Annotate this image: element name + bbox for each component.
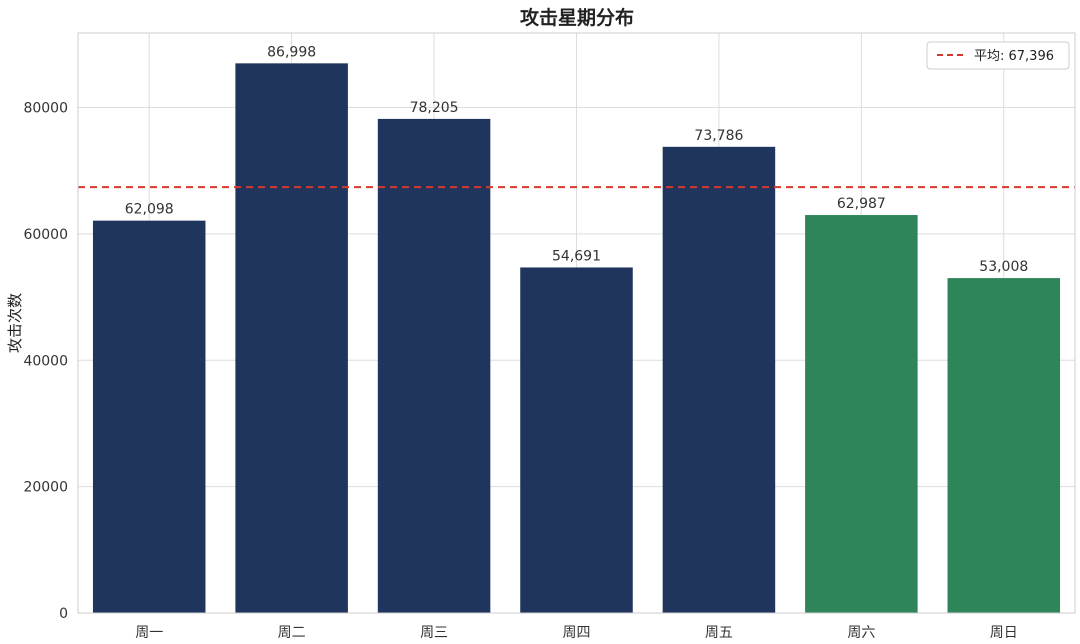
bar-value-label: 62,987 [837,196,886,212]
bar [520,267,633,613]
legend-mean-label: 平均: 67,396 [974,49,1054,64]
bar [947,278,1061,613]
y-axis-ticks: 0 20000 40000 60000 80000 [23,101,68,622]
bar [377,118,491,613]
bar [662,146,776,613]
bar-value-label: 78,205 [410,100,459,116]
x-tick-label: 周日 [990,625,1018,641]
x-axis-ticks: 周一 周二 周三 周四 周五 周六 周日 [135,625,1018,641]
x-tick-label: 周四 [563,625,591,641]
y-tick-label: 80000 [23,101,68,117]
chart-title: 攻击星期分布 [520,6,634,29]
bar-value-label: 62,098 [125,202,174,218]
bar [92,220,206,613]
x-tick-label: 周一 [135,625,163,641]
legend: 平均: 67,396 [926,41,1070,70]
bar [235,63,348,614]
y-tick-label: 60000 [23,227,68,243]
plot-frame [77,32,1076,614]
y-tick-label: 40000 [23,353,68,369]
y-tick-label: 20000 [23,480,68,496]
bar-series [92,63,1061,614]
bar-value-label: 73,786 [694,128,743,144]
bar-value-label: 54,691 [552,248,601,264]
x-tick-label: 周二 [278,625,306,641]
legend-box [926,41,1070,70]
bar [805,215,918,614]
x-tick-label: 周六 [847,625,875,641]
x-tick-label: 周三 [420,625,448,641]
y-tick-label: 0 [59,606,68,622]
x-tick-label: 周五 [705,625,733,641]
y-axis-label: 攻击次数 [6,293,24,353]
value-labels: 62,098 86,998 78,205 54,691 73,786 62,987 53,0… [125,44,1029,275]
bar-value-label: 86,998 [267,44,316,60]
bar-value-label: 53,008 [979,259,1028,275]
